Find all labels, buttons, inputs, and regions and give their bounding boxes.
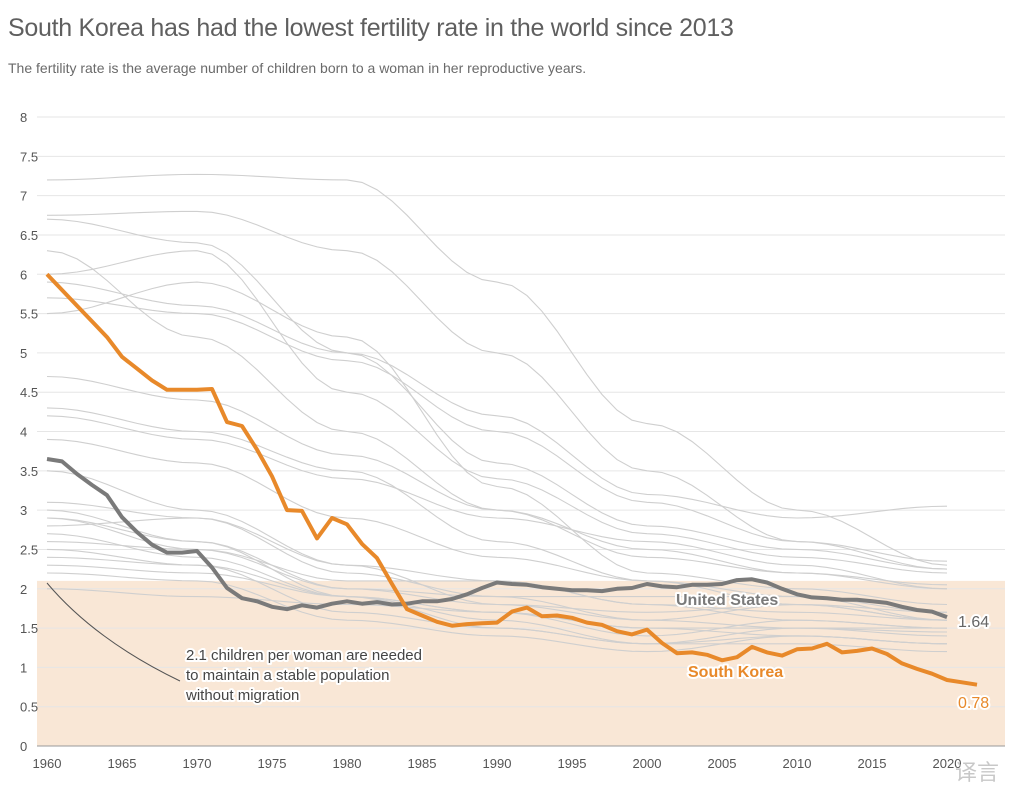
united-states-end-value: 1.64 xyxy=(958,614,989,631)
united-states-label: United States xyxy=(676,592,778,609)
united-states-line xyxy=(46,457,948,619)
country-line xyxy=(46,375,948,586)
x-tick-label: 1975 xyxy=(258,756,287,771)
y-tick-label: 0 xyxy=(20,739,27,754)
y-tick-label: 0.5 xyxy=(20,700,38,715)
country-line xyxy=(46,218,948,570)
south-korea-line xyxy=(45,272,978,687)
x-tick-label: 1995 xyxy=(558,756,587,771)
y-tick-label: 6.5 xyxy=(20,228,38,243)
annotation-leader-line xyxy=(46,582,181,682)
y-tick-label: 5.5 xyxy=(20,307,38,322)
x-tick-label: 1990 xyxy=(483,756,512,771)
x-tick-label: 2015 xyxy=(858,756,887,771)
country-line xyxy=(46,407,948,621)
x-tick-label: 2010 xyxy=(783,756,812,771)
country-line xyxy=(46,509,948,653)
x-axis-ticks: 1960 1965 1970 1975 1980 1985 1990 1995 2000 2005… xyxy=(33,756,962,771)
y-tick-label: 2 xyxy=(20,582,27,597)
x-tick-label: 2000 xyxy=(633,756,662,771)
x-tick-label: 1985 xyxy=(408,756,437,771)
watermark: 译言 xyxy=(955,761,999,786)
y-tick-label: 8 xyxy=(20,110,27,125)
chart-title: South Korea has had the lowest fertility… xyxy=(8,14,734,42)
y-tick-label: 1.5 xyxy=(20,621,38,636)
annotation-line-3: without migration xyxy=(185,687,299,704)
y-tick-label: 4.5 xyxy=(20,385,38,400)
country-line xyxy=(46,281,948,606)
y-tick-label: 4 xyxy=(20,425,27,440)
country-line xyxy=(46,415,948,590)
y-tick-label: 3.5 xyxy=(20,464,38,479)
country-line xyxy=(46,250,948,590)
y-tick-label: 2.5 xyxy=(20,542,38,557)
x-tick-label: 2020 xyxy=(933,756,962,771)
country-line xyxy=(46,564,948,645)
y-tick-label: 6 xyxy=(20,267,27,282)
y-tick-label: 1 xyxy=(20,660,27,675)
chart-subtitle: The fertility rate is the average number… xyxy=(8,60,587,76)
other-country-lines xyxy=(46,173,948,653)
y-tick-label: 7 xyxy=(20,189,27,204)
country-line xyxy=(46,297,948,562)
y-tick-label: 7.5 xyxy=(20,149,38,164)
x-tick-label: 1970 xyxy=(183,756,212,771)
south-korea-label: South Korea xyxy=(688,664,783,681)
y-tick-label: 5 xyxy=(20,346,27,361)
y-axis-ticks: 0 0.5 1 1.5 2 2.5 3 3.5 4 4.5 5 5.5 6 6.5 7 7.5 8 xyxy=(20,110,38,754)
annotation-line-1: 2.1 children per woman are needed xyxy=(186,647,422,664)
x-tick-label: 2005 xyxy=(708,756,737,771)
country-line xyxy=(46,250,948,574)
x-tick-label: 1980 xyxy=(333,756,362,771)
x-tick-label: 1960 xyxy=(33,756,62,771)
country-line xyxy=(46,281,948,519)
south-korea-end-value: 0.78 xyxy=(958,695,989,712)
annotation-line-2: to maintain a stable population xyxy=(186,667,389,684)
country-line xyxy=(46,173,948,566)
y-tick-label: 3 xyxy=(20,503,27,518)
x-tick-label: 1965 xyxy=(108,756,137,771)
